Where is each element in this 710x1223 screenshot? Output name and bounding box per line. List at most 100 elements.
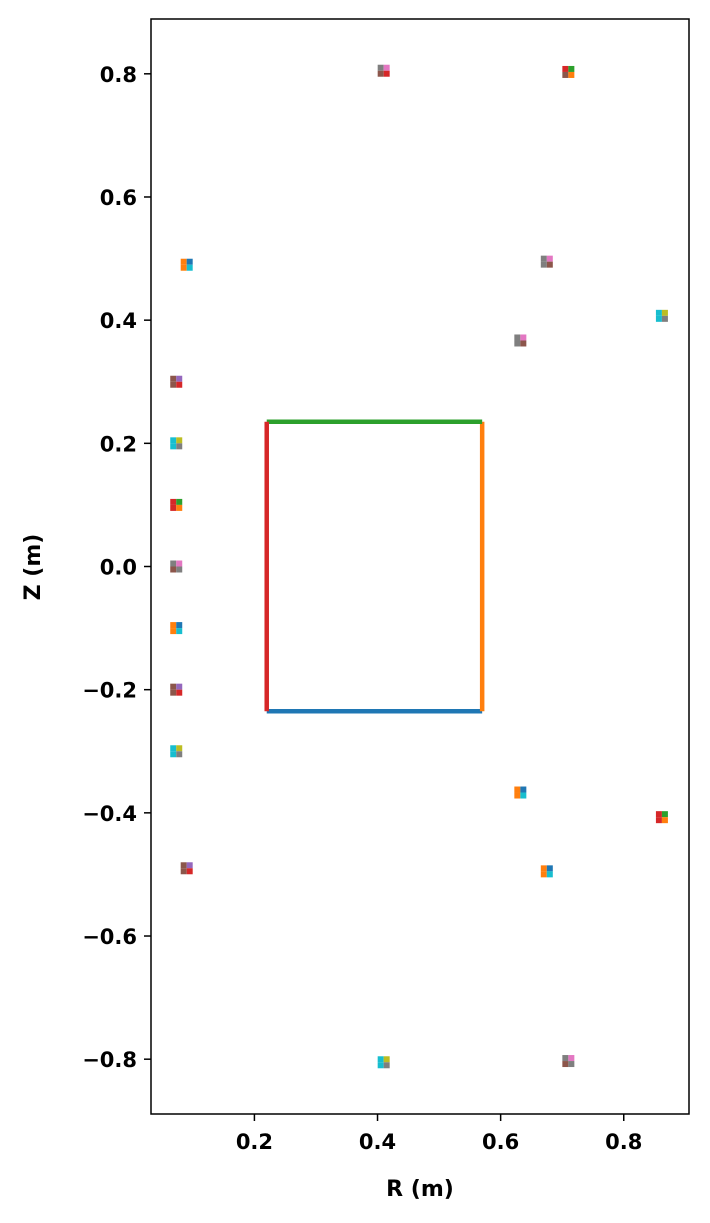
marker-0 [377,64,390,77]
marker-4 [655,309,668,322]
marker-14-cell-2 [655,817,662,824]
marker-12-cell-1 [176,745,183,752]
marker-18-cell-0 [562,1055,569,1062]
marker-4-cell-2 [655,315,662,322]
marker-4-cell-1 [661,309,668,316]
marker-8-cell-1 [176,498,183,505]
marker-5-cell-1 [520,334,527,341]
x-axis-label: R (m) [386,1177,454,1202]
marker-13-cell-3 [520,792,527,799]
marker-6-cell-0 [170,375,177,382]
x-tick-label-2: 0.6 [482,1130,519,1154]
marker-13 [514,786,527,799]
marker-1 [562,65,575,78]
marker-10-cell-1 [176,622,183,629]
y-tick-label-0: 0.8 [100,63,137,87]
marker-17 [377,1056,390,1069]
marker-9-cell-0 [170,560,177,567]
marker-0-cell-1 [383,64,390,71]
marker-18-cell-2 [562,1061,569,1068]
marker-11-cell-3 [176,689,183,696]
y-axis-label: Z (m) [21,534,46,601]
marker-3-cell-3 [546,261,553,268]
marker-16 [540,865,553,878]
marker-13-cell-2 [514,792,521,799]
marker-1-cell-1 [568,65,575,72]
marker-14-cell-3 [661,817,668,824]
marker-16-cell-1 [546,865,553,872]
marker-3-cell-2 [540,261,547,268]
marker-3-cell-0 [540,255,547,262]
marker-1-cell-3 [568,71,575,78]
marker-14-cell-1 [661,811,668,818]
marker-4-cell-0 [655,309,662,316]
marker-1-cell-0 [562,65,569,72]
marker-13-cell-1 [520,786,527,793]
y-tick-label-4: 0.0 [100,556,137,580]
marker-0-cell-3 [383,70,390,77]
marker-12-cell-2 [170,751,177,758]
marker-7-cell-3 [176,443,183,450]
y-tick-label-2: 0.4 [100,309,137,333]
marker-12-cell-0 [170,745,177,752]
marker-17-cell-2 [377,1062,384,1069]
axis-ticks: 0.2 0.4 0.6 0.8 0.8 0.6 0.4 0.2 0.0 −0.2 −0.4 −0.6 −… [82,63,642,1154]
x-tick-label-1: 0.4 [359,1130,396,1154]
marker-18-cell-3 [568,1061,575,1068]
marker-8 [170,498,183,511]
marker-10-cell-2 [170,628,177,635]
marker-18-cell-1 [568,1055,575,1062]
marker-2-cell-2 [180,264,187,271]
marker-16-cell-3 [546,871,553,878]
y-tick-label-6: −0.4 [82,802,137,826]
x-tick-label-3: 0.8 [605,1130,642,1154]
y-tick-label-5: −0.2 [82,679,137,703]
plot-marks [170,64,668,1069]
marker-2-cell-0 [180,258,187,265]
marker-6-cell-2 [170,381,177,388]
marker-9-cell-3 [176,566,183,573]
marker-14-cell-0 [655,811,662,818]
marker-5-cell-3 [520,340,527,347]
marker-5 [514,334,527,347]
y-tick-label-8: −0.8 [82,1048,137,1072]
marker-1-cell-2 [562,71,569,78]
marker-10 [170,622,183,635]
marker-7 [170,437,183,450]
marker-9 [170,560,183,573]
marker-11-cell-0 [170,683,177,690]
marker-7-cell-2 [170,443,177,450]
marker-16-cell-0 [540,865,547,872]
marker-2 [180,258,193,271]
marker-2-cell-1 [186,258,193,265]
marker-8-cell-0 [170,498,177,505]
marker-17-cell-0 [377,1056,384,1063]
marker-9-cell-1 [176,560,183,567]
marker-3-cell-1 [546,255,553,262]
marker-10-cell-3 [176,628,183,635]
marker-11-cell-1 [176,683,183,690]
marker-11 [170,683,183,696]
marker-12 [170,745,183,758]
marker-15-cell-2 [180,868,187,875]
marker-17-cell-3 [383,1062,390,1069]
marker-7-cell-1 [176,437,183,444]
marker-12-cell-3 [176,751,183,758]
marker-6 [170,375,183,388]
marker-16-cell-2 [540,871,547,878]
marker-6-cell-1 [176,375,183,382]
plot-frame [150,18,690,1115]
marker-13-cell-0 [514,786,521,793]
marker-6-cell-3 [176,381,183,388]
marker-15-cell-0 [180,862,187,869]
marker-4-cell-3 [661,315,668,322]
marker-18 [562,1055,575,1068]
y-tick-label-7: −0.6 [82,925,137,949]
marker-5-cell-0 [514,334,521,341]
x-tick-label-0: 0.2 [236,1130,273,1154]
marker-14 [655,811,668,824]
y-tick-label-1: 0.6 [100,186,137,210]
marker-11-cell-2 [170,689,177,696]
marker-2-cell-3 [186,264,193,271]
